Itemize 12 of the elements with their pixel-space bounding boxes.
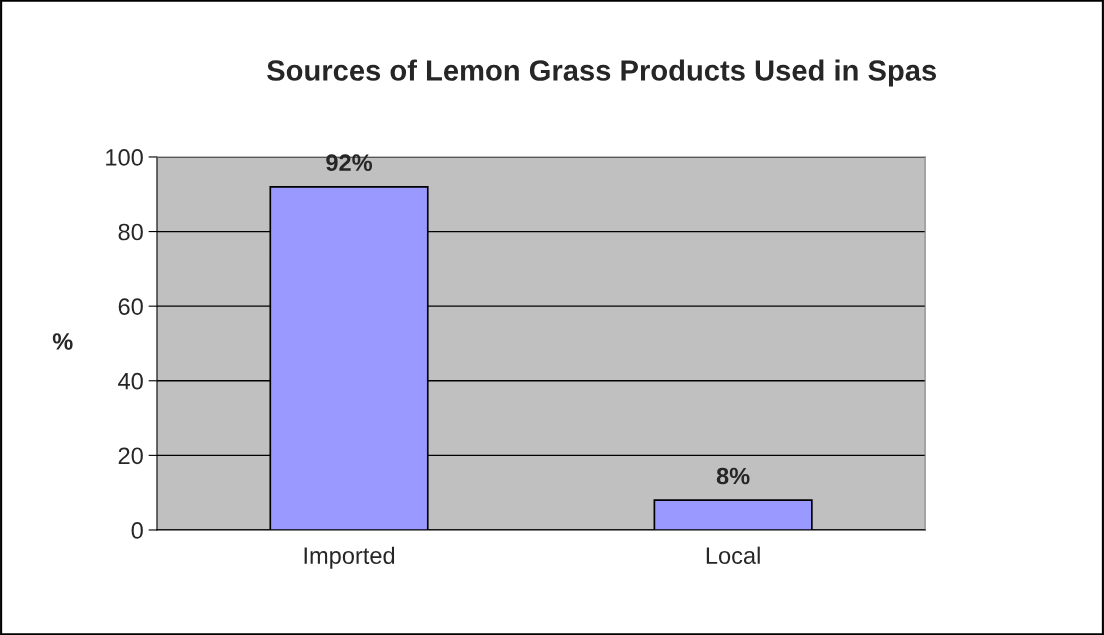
- y-tick-label: 60: [118, 298, 143, 315]
- y-tick-label: 20: [118, 447, 143, 465]
- y-tick-label: 40: [118, 372, 143, 390]
- data-label: 8%: [716, 467, 750, 485]
- y-axis-title: %: [52, 333, 73, 350]
- chart-title: Sources of Lemon Grass Products Used in Spas: [267, 59, 937, 87]
- y-tick-label: 100: [106, 149, 143, 166]
- data-label: 92%: [326, 154, 373, 172]
- x-tick-label: Local: [706, 546, 760, 564]
- y-tick-label: 0: [131, 522, 143, 539]
- x-tick-label: Imported: [304, 546, 395, 569]
- y-tick-label: 80: [118, 223, 143, 241]
